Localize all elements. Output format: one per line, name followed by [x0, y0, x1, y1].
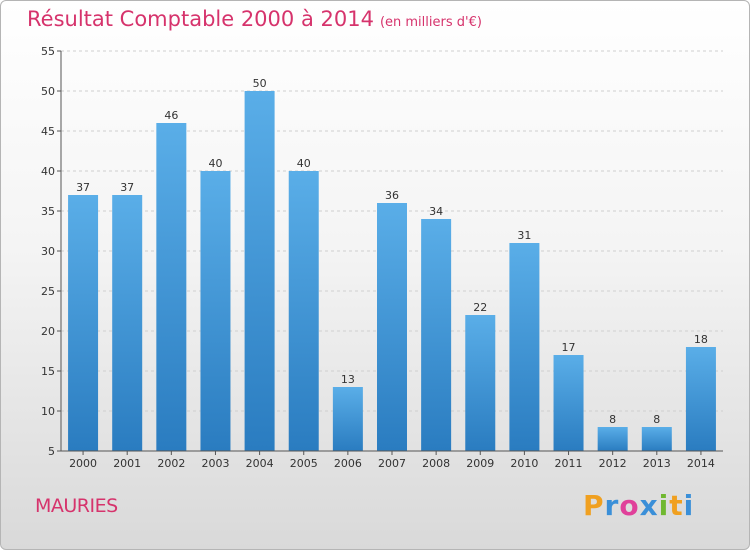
- x-tick-label: 2000: [69, 457, 97, 470]
- logo-letter: o: [619, 489, 640, 522]
- bar-2001: [112, 195, 143, 451]
- bar-value-label: 36: [385, 189, 399, 202]
- bar-value-label: 50: [253, 77, 267, 90]
- x-tick-label: 2006: [334, 457, 362, 470]
- x-tick-label: 2011: [555, 457, 583, 470]
- bar-2013: [641, 427, 672, 451]
- bar-value-label: 40: [297, 157, 311, 170]
- chart-title: Résultat Comptable 2000 à 2014 (en millie…: [27, 7, 482, 31]
- y-tick-label: 15: [41, 365, 55, 378]
- x-tick-label: 2005: [290, 457, 318, 470]
- y-tick-label: 35: [41, 205, 55, 218]
- x-tick-label: 2007: [378, 457, 406, 470]
- bar-value-label: 17: [562, 341, 576, 354]
- chart-title-text: Résultat Comptable 2000 à 2014: [27, 7, 374, 31]
- bar-2006: [332, 387, 363, 451]
- bars: 37 37 46 40 50 40 13 36 34 22 31 17 8 8 18: [68, 77, 716, 451]
- bar-value-label: 40: [208, 157, 222, 170]
- bar-2004: [244, 91, 275, 451]
- bar-2000: [68, 195, 99, 451]
- bar-value-label: 8: [653, 413, 660, 426]
- y-tick-label: 5: [48, 445, 55, 458]
- logo-letter: x: [639, 489, 659, 522]
- bar-2008: [421, 219, 452, 451]
- y-tick-label: 55: [41, 45, 55, 58]
- x-tick-label: 2001: [113, 457, 141, 470]
- chart-subtitle: (en milliers d'€): [379, 15, 482, 30]
- bar-2011: [553, 355, 584, 451]
- bar-value-label: 31: [517, 229, 531, 242]
- x-tick-label: 2010: [510, 457, 538, 470]
- y-tick-label: 20: [41, 325, 55, 338]
- y-tick-label: 45: [41, 125, 55, 138]
- bar-value-label: 22: [473, 301, 487, 314]
- logo-letter: t: [669, 489, 684, 522]
- bar-value-label: 37: [76, 181, 90, 194]
- bar-2014: [685, 347, 716, 451]
- proxiti-logo: Proxiti: [583, 489, 694, 522]
- x-tick-label: 2013: [643, 457, 671, 470]
- logo-letter: r: [604, 489, 620, 522]
- bar-2005: [288, 171, 319, 451]
- y-tick-label: 40: [41, 165, 55, 178]
- logo-letter: i: [658, 489, 670, 522]
- bar-2010: [509, 243, 540, 451]
- bar-2012: [597, 427, 628, 451]
- y-tick-label: 50: [41, 85, 55, 98]
- bar-2007: [377, 203, 407, 451]
- bar-value-label: 13: [341, 373, 355, 386]
- bar-value-label: 37: [120, 181, 134, 194]
- y-tick-label: 25: [41, 285, 55, 298]
- x-tick-label: 2008: [422, 457, 450, 470]
- commune-name: MAURIES: [35, 495, 118, 517]
- axes: 5 10 15 20 25 30 35 40 45 50 55 2000 2001 2002 2003 200…: [41, 45, 723, 470]
- x-tick-label: 2003: [201, 457, 229, 470]
- bar-2002: [156, 123, 187, 451]
- bar-value-label: 34: [429, 205, 443, 218]
- y-tick-label: 10: [41, 405, 55, 418]
- logo-letter: P: [583, 489, 605, 522]
- bar-value-label: 46: [164, 109, 178, 122]
- y-tick-label: 30: [41, 245, 55, 258]
- bar-2009: [465, 315, 496, 451]
- logo-letter: i: [683, 489, 695, 522]
- x-tick-label: 2009: [466, 457, 494, 470]
- bar-2003: [200, 171, 231, 451]
- x-tick-label: 2012: [599, 457, 627, 470]
- x-tick-label: 2002: [157, 457, 185, 470]
- x-tick-label: 2004: [246, 457, 274, 470]
- bar-value-label: 18: [694, 333, 708, 346]
- bar-value-label: 8: [609, 413, 616, 426]
- x-tick-label: 2014: [687, 457, 715, 470]
